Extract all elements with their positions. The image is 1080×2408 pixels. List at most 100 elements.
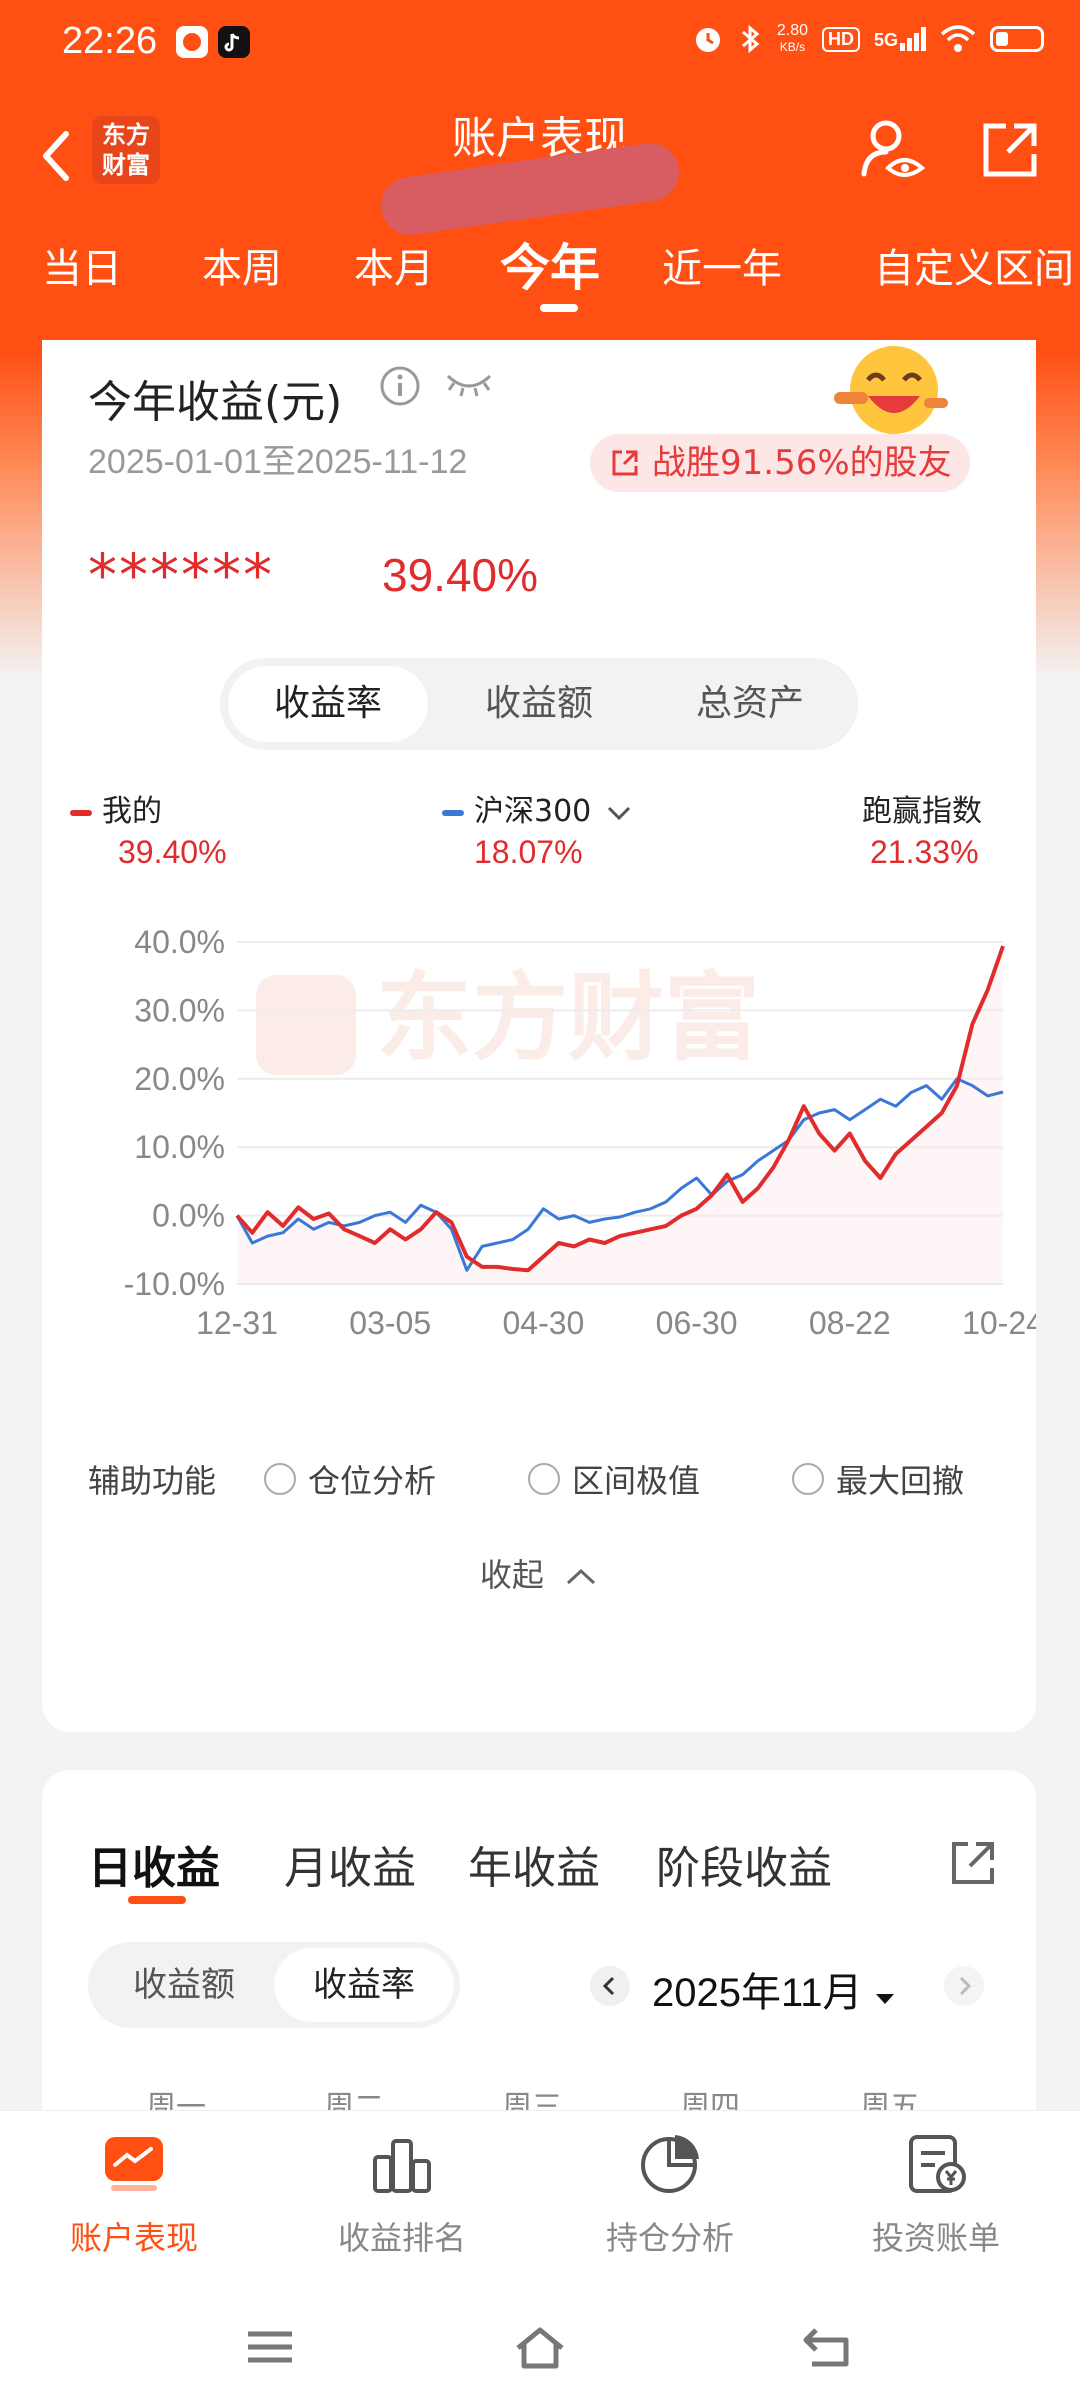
status-icons: 2.80 KB/s HD 5G	[691, 22, 1044, 56]
summary-title: 今年收益(元)	[88, 377, 343, 428]
return-chart[interactable]: 40.0% 30.0% 20.0% 10.0% 0.0% -10.0% 12-31 03-05…	[42, 880, 1036, 1340]
y-tick-label: 20.0%	[134, 1061, 225, 1097]
tab-daily-earnings[interactable]: 日收益	[88, 1843, 220, 1894]
return-chart-svg: 40.0% 30.0% 20.0% 10.0% 0.0% -10.0%12-31 03-05…	[124, 924, 1036, 1340]
radio-max-drawdown[interactable]: 最大回撤	[792, 1456, 964, 1502]
x-tick-label: 04-30	[502, 1305, 584, 1340]
metric-segmented-control: 收益率 收益额 总资产	[220, 658, 858, 750]
mine-area	[237, 946, 1003, 1284]
bluetooth-icon	[741, 24, 760, 54]
legend-index-value: 18.07%	[474, 834, 583, 870]
radio-circle	[264, 1463, 296, 1495]
radio-position-analysis[interactable]: 仓位分析	[264, 1456, 436, 1502]
signal-bars-icon	[900, 27, 926, 51]
nav-label: 账户表现	[69, 2219, 198, 2257]
aux-label: 辅助功能	[88, 1462, 217, 1500]
nav-holdings-analysis[interactable]: 持仓分析	[560, 2131, 780, 2259]
status-time: 22:26	[62, 20, 158, 62]
ranking-bars-icon	[373, 2139, 431, 2193]
metric-tab-total-assets[interactable]: 总资产	[695, 683, 804, 724]
legend-index-swatch	[442, 809, 464, 816]
happy-emoji-icon	[834, 346, 948, 434]
legend-mine: 我的	[70, 786, 162, 830]
next-month-button[interactable]	[944, 1966, 984, 2006]
legend-beat-value: 21.33%	[870, 834, 979, 870]
tab-this-month[interactable]: 本月	[354, 246, 434, 292]
nav-label: 持仓分析	[605, 2219, 734, 2257]
nav-label: 投资账单	[871, 2219, 1000, 2257]
active-tab-indicator	[540, 304, 578, 312]
chevron-right-icon	[959, 1976, 972, 1996]
y-tick-label: 10.0%	[134, 1129, 225, 1165]
back-nav-icon[interactable]	[798, 2322, 854, 2372]
back-icon[interactable]	[34, 124, 78, 188]
radio-interval-extremes[interactable]: 区间极值	[528, 1456, 700, 1502]
logo-line-2: 财富	[102, 151, 150, 179]
beat-peers-badge[interactable]: 战胜91.56%的股友	[590, 434, 970, 492]
y-tick-label: 30.0%	[134, 992, 225, 1028]
bill-icon	[909, 2135, 966, 2193]
metric-tab-return-amount[interactable]: 收益额	[484, 683, 593, 724]
y-tick-label: 0.0%	[152, 1198, 225, 1234]
legend-mine-label: 我的	[102, 794, 162, 829]
chevron-up-icon	[567, 1568, 596, 1585]
chevron-down-icon[interactable]	[605, 803, 633, 823]
date-range: 2025-01-01至2025-11-12	[88, 443, 468, 481]
month-label: 2025年11月	[652, 1971, 863, 2015]
nav-earnings-ranking[interactable]: 收益排名	[292, 2131, 512, 2259]
tiktok-icon	[218, 26, 250, 58]
share-icon[interactable]	[978, 118, 1042, 182]
earnings-mode-toggle: 收益额 收益率	[88, 1942, 460, 2028]
tab-this-week[interactable]: 本周	[202, 246, 282, 292]
prev-month-button[interactable]	[590, 1966, 630, 2006]
nav-account-performance[interactable]: 账户表现	[24, 2131, 244, 2259]
export-icon[interactable]	[946, 1836, 1000, 1890]
metric-tab-return-rate[interactable]: 收益率	[228, 666, 428, 742]
performance-chart-icon	[105, 2137, 163, 2191]
x-tick-label: 06-30	[656, 1305, 738, 1340]
legend-mine-swatch	[70, 809, 92, 816]
mode-amount[interactable]: 收益额	[133, 1965, 235, 2005]
tab-yearly-earnings[interactable]: 年收益	[468, 1843, 600, 1894]
tab-period-earnings[interactable]: 阶段收益	[656, 1843, 832, 1894]
brand-logo: 东方 财富	[92, 116, 160, 184]
month-selector[interactable]: 2025年11月	[652, 1960, 896, 2018]
tab-monthly-earnings[interactable]: 月收益	[284, 1843, 416, 1894]
nav-label: 收益排名	[337, 2219, 466, 2257]
legend-index-label: 沪深300	[474, 794, 592, 829]
pie-chart-icon	[641, 2135, 699, 2193]
mode-rate[interactable]: 收益率	[274, 1948, 454, 2022]
battery-icon	[990, 26, 1044, 52]
tab-this-year[interactable]: 今年	[500, 239, 600, 297]
tab-today[interactable]: 当日	[42, 246, 122, 292]
wifi-icon	[940, 25, 976, 52]
chevron-left-icon	[602, 1976, 615, 1996]
x-tick-label: 08-22	[809, 1305, 891, 1340]
alarm-icon	[695, 28, 720, 52]
legend-index[interactable]: 沪深300	[442, 786, 633, 830]
tab-last-year[interactable]: 近一年	[662, 246, 782, 292]
x-tick-label: 03-05	[349, 1305, 431, 1340]
x-tick-label: 12-31	[196, 1305, 278, 1340]
x-tick-label: 10-24	[962, 1305, 1036, 1340]
legend-beat-index: 跑赢指数	[862, 786, 982, 830]
hide-amount-icon[interactable]	[442, 364, 496, 404]
y-tick-label: -10.0%	[124, 1266, 225, 1302]
system-navigation-bar	[0, 2290, 1080, 2408]
collapse-label: 收起	[479, 1556, 544, 1594]
legend-mine-value: 39.40%	[118, 834, 227, 870]
info-icon[interactable]	[378, 364, 422, 408]
privacy-user-icon[interactable]	[858, 114, 928, 184]
menu-icon[interactable]	[242, 2322, 298, 2372]
series-mine-line	[235, 945, 1005, 1273]
status-bar: 22:26 2.80 KB/s HD 5G	[0, 0, 1080, 84]
share-small-icon	[612, 450, 638, 476]
collapse-button[interactable]: 收起	[42, 1550, 1036, 1596]
radio-label: 最大回撤	[836, 1462, 965, 1500]
tab-custom-range[interactable]: 自定义区间	[874, 246, 1074, 292]
home-icon[interactable]	[512, 2322, 568, 2372]
bottom-navigation: 账户表现 收益排名 持仓分析 投资账单	[0, 2110, 1080, 2290]
nav-investment-bill[interactable]: 投资账单	[826, 2131, 1046, 2259]
radio-label: 仓位分析	[308, 1462, 437, 1500]
net-speed: 2.80 KB/s	[776, 22, 808, 55]
